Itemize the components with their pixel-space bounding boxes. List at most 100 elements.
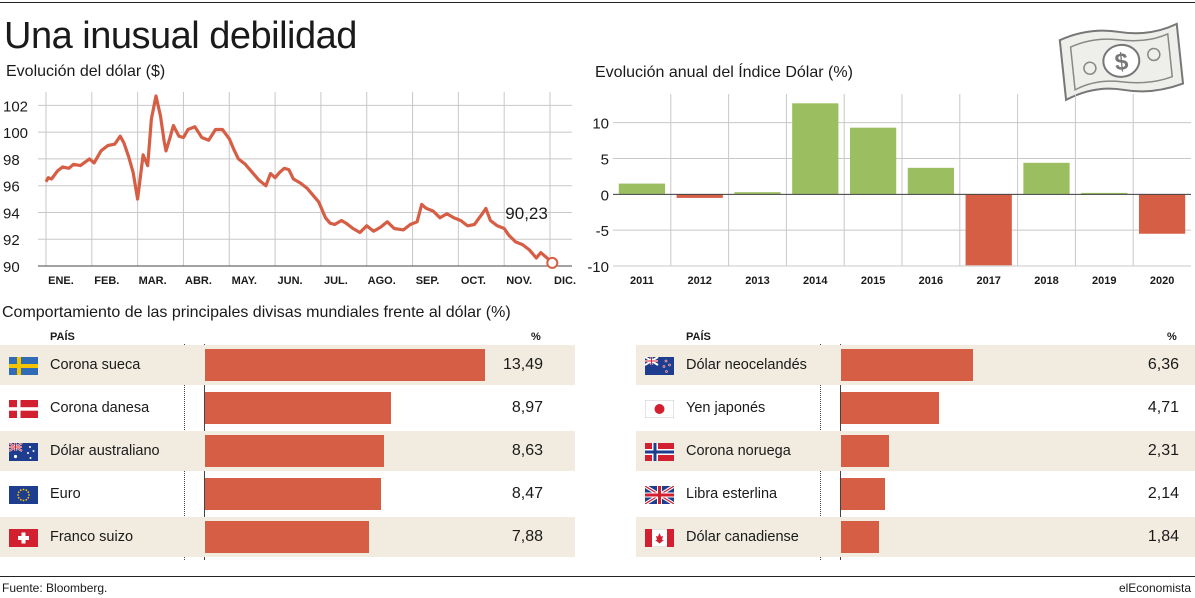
x-tick-label: 2015 bbox=[861, 275, 885, 287]
table-row: Yen japonés 4,71 bbox=[636, 388, 1195, 428]
y-tick-label: -10 bbox=[587, 259, 609, 276]
bar-2011 bbox=[618, 183, 666, 195]
x-tick-label: 2011 bbox=[630, 275, 654, 287]
y-tick-label: 96 bbox=[3, 179, 20, 196]
y-tick-label: 102 bbox=[3, 98, 28, 115]
x-tick-label: 2014 bbox=[803, 275, 828, 287]
bar-2020 bbox=[1138, 194, 1186, 234]
currency-name: Euro bbox=[50, 486, 81, 502]
norway-flag-icon bbox=[645, 443, 674, 461]
currency-name: Dólar canadiense bbox=[686, 529, 799, 545]
currency-name: Corona sueca bbox=[50, 357, 141, 373]
bar-chart-title: Evolución anual del Índice Dólar (%) bbox=[595, 64, 853, 81]
x-tick-label: 2018 bbox=[1034, 275, 1058, 287]
currency-name: Libra esterlina bbox=[686, 486, 778, 502]
svg-text:$: $ bbox=[1113, 48, 1130, 76]
x-tick-label: MAR. bbox=[139, 275, 167, 287]
x-tick-label: DIC. bbox=[554, 275, 576, 287]
y-tick-label: 98 bbox=[3, 152, 20, 169]
last-value-label: 90,23 bbox=[505, 204, 548, 223]
line-end-marker bbox=[546, 256, 559, 269]
source-note: Fuente: Bloomberg. bbox=[2, 581, 108, 595]
currency-name: Yen japonés bbox=[686, 400, 766, 416]
currency-bar bbox=[841, 521, 880, 553]
currency-bar bbox=[205, 478, 381, 510]
dollar-bill-icon: $ bbox=[1058, 22, 1185, 102]
bar-2017 bbox=[965, 194, 1012, 266]
currency-name: Dólar neocelandés bbox=[686, 357, 807, 373]
currency-name: Dólar australiano bbox=[50, 443, 160, 459]
table-row: Dólar australiano 8,63 bbox=[0, 431, 575, 471]
table-row: Corona danesa 8,97 bbox=[0, 388, 575, 428]
currency-bar bbox=[841, 349, 973, 381]
currency-value: 4,71 bbox=[1147, 399, 1179, 416]
bar-2016 bbox=[907, 167, 955, 195]
table-row: Franco suizo 7,88 bbox=[0, 517, 575, 557]
y-tick-label: 92 bbox=[3, 232, 20, 249]
bar-2013 bbox=[734, 192, 781, 195]
y-tick-label: 5 bbox=[601, 152, 609, 169]
x-tick-label: JUL. bbox=[324, 275, 348, 287]
x-tick-label: AGO. bbox=[368, 275, 396, 287]
table-row: Corona sueca 13,49 bbox=[0, 345, 575, 385]
line-chart-title: Evolución del dólar ($) bbox=[6, 63, 166, 80]
annual-index-bar-chart: 10 5 0 -5 -10 2011 2012 2013 2014 2015 2016 2017 20… bbox=[587, 94, 1191, 287]
currency-name: Corona noruega bbox=[686, 443, 791, 459]
currency-bar bbox=[841, 435, 889, 467]
x-tick-label: ABR. bbox=[185, 275, 212, 287]
currency-value: 2,31 bbox=[1147, 442, 1179, 459]
bar-2014 bbox=[792, 103, 839, 195]
series-line-dollar bbox=[44, 94, 554, 265]
currency-bar bbox=[205, 349, 485, 381]
top-rule bbox=[0, 2, 1195, 3]
y-tick-label: 94 bbox=[3, 205, 20, 222]
x-tick-label: 2019 bbox=[1092, 275, 1116, 287]
newzealand-flag-icon bbox=[644, 356, 674, 375]
currency-name: Corona danesa bbox=[50, 400, 150, 416]
x-tick-label: NOV. bbox=[506, 275, 532, 287]
table-row: Euro 8,47 bbox=[0, 474, 575, 514]
y-tick-label: 100 bbox=[3, 125, 28, 142]
currency-value: 13,49 bbox=[502, 356, 543, 373]
canada-flag-icon bbox=[644, 528, 675, 548]
brand-logo-text: elEconomista bbox=[1118, 581, 1191, 595]
table-row: Dólar canadiense 1,84 bbox=[636, 517, 1195, 557]
bar-2015 bbox=[849, 127, 897, 195]
currency-value: 8,97 bbox=[511, 399, 543, 416]
currency-table-right: PAÍS % Dólar neocelandés 6,36 Yen japonés 4… bbox=[636, 328, 1195, 560]
y-tick-label: 90 bbox=[3, 259, 20, 276]
column-header-percent: % bbox=[531, 331, 541, 343]
x-tick-label: FEB. bbox=[94, 275, 119, 287]
bar-2012 bbox=[676, 194, 723, 198]
currency-bar bbox=[205, 435, 385, 467]
currency-value: 6,36 bbox=[1147, 356, 1179, 373]
bar-2018 bbox=[1023, 162, 1070, 195]
y-tick-label: 0 bbox=[601, 187, 609, 204]
y-tick-label: 10 bbox=[592, 116, 609, 133]
currency-value: 2,14 bbox=[1147, 485, 1179, 502]
currency-bar bbox=[205, 392, 392, 424]
x-tick-label: 2012 bbox=[687, 275, 711, 287]
bar-2019 bbox=[1081, 192, 1128, 195]
column-header-percent: % bbox=[1167, 331, 1177, 343]
x-tick-label: 2013 bbox=[745, 275, 769, 287]
currency-value: 8,47 bbox=[511, 485, 543, 502]
currency-bar bbox=[841, 392, 939, 424]
denmark-flag-icon bbox=[9, 400, 38, 418]
y-tick-label: -5 bbox=[596, 223, 609, 240]
column-header-country: PAÍS bbox=[686, 331, 711, 343]
x-tick-label: OCT. bbox=[461, 275, 486, 287]
currency-chart-title: Comportamiento de las principales divisa… bbox=[2, 304, 511, 321]
switzerland-flag-icon bbox=[9, 529, 38, 547]
bottom-rule bbox=[0, 576, 1195, 577]
currency-table-left: PAÍS % Corona sueca 13,49 Corona danesa 8,9… bbox=[0, 328, 575, 560]
x-tick-label: 2020 bbox=[1150, 275, 1174, 287]
currency-bar bbox=[841, 478, 886, 510]
table-row: Corona noruega 2,31 bbox=[636, 431, 1195, 471]
x-tick-label: 2016 bbox=[919, 275, 943, 287]
x-tick-label: 2017 bbox=[976, 275, 1000, 287]
japan-flag-icon bbox=[644, 399, 675, 419]
currency-value: 7,88 bbox=[511, 528, 543, 545]
x-tick-label: SEP. bbox=[416, 275, 440, 287]
column-header-country: PAÍS bbox=[50, 331, 75, 343]
